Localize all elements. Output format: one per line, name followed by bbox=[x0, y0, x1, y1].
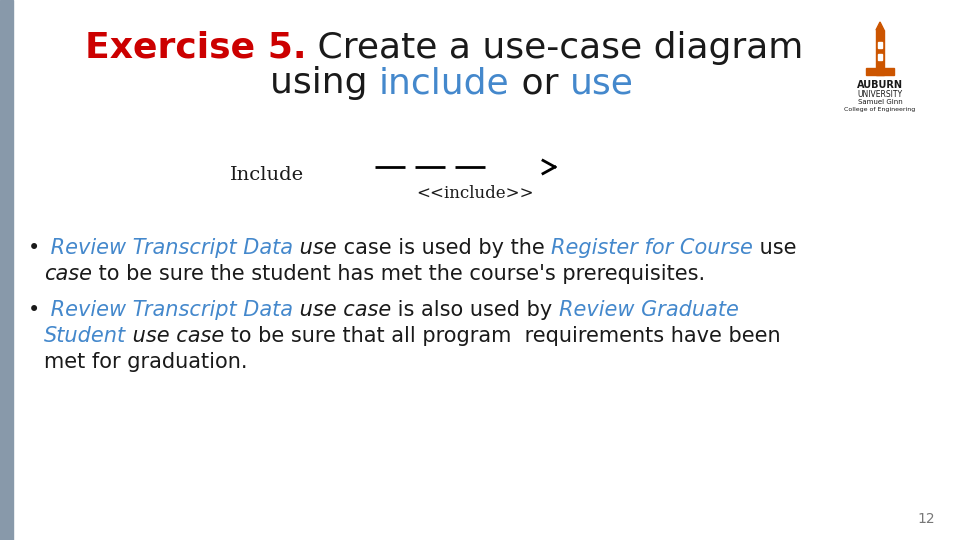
Text: AUBURN: AUBURN bbox=[857, 80, 903, 90]
Bar bbox=[878, 54, 882, 60]
Text: use: use bbox=[569, 66, 634, 100]
Text: College of Engineering: College of Engineering bbox=[845, 107, 916, 112]
Text: Review Graduate: Review Graduate bbox=[559, 300, 739, 320]
Text: Review Transcript Data: Review Transcript Data bbox=[44, 300, 293, 320]
Text: met for graduation.: met for graduation. bbox=[44, 352, 248, 372]
Text: to be sure the student has met the course's prerequisites.: to be sure the student has met the cours… bbox=[92, 264, 706, 284]
Text: 12: 12 bbox=[918, 512, 935, 526]
Text: case is used by the: case is used by the bbox=[337, 238, 551, 258]
Text: Register for Course: Register for Course bbox=[551, 238, 753, 258]
Text: case: case bbox=[44, 264, 92, 284]
Bar bbox=[866, 68, 894, 75]
Text: Include: Include bbox=[230, 166, 304, 184]
Text: Samuel Ginn: Samuel Ginn bbox=[857, 99, 902, 105]
Text: •: • bbox=[28, 300, 40, 320]
Bar bbox=[0, 0, 13, 540]
Text: use: use bbox=[753, 238, 797, 258]
Text: using: using bbox=[270, 66, 379, 100]
Text: •: • bbox=[28, 238, 40, 258]
Polygon shape bbox=[876, 22, 884, 30]
Text: Exercise 5.: Exercise 5. bbox=[85, 31, 306, 65]
Bar bbox=[876, 30, 884, 75]
Text: to be sure that all program  requirements have been: to be sure that all program requirements… bbox=[225, 326, 781, 346]
Text: Student: Student bbox=[44, 326, 126, 346]
Bar bbox=[878, 42, 882, 48]
Text: is also used by: is also used by bbox=[392, 300, 559, 320]
Text: use case: use case bbox=[126, 326, 225, 346]
Text: use case: use case bbox=[293, 300, 392, 320]
Text: <<include>>: <<include>> bbox=[417, 185, 534, 202]
Text: UNIVERSITY: UNIVERSITY bbox=[857, 90, 902, 99]
Text: Create a use-case diagram: Create a use-case diagram bbox=[306, 31, 804, 65]
Text: include: include bbox=[379, 66, 510, 100]
Text: or: or bbox=[510, 66, 569, 100]
Text: Review Transcript Data: Review Transcript Data bbox=[44, 238, 293, 258]
Text: use: use bbox=[293, 238, 337, 258]
